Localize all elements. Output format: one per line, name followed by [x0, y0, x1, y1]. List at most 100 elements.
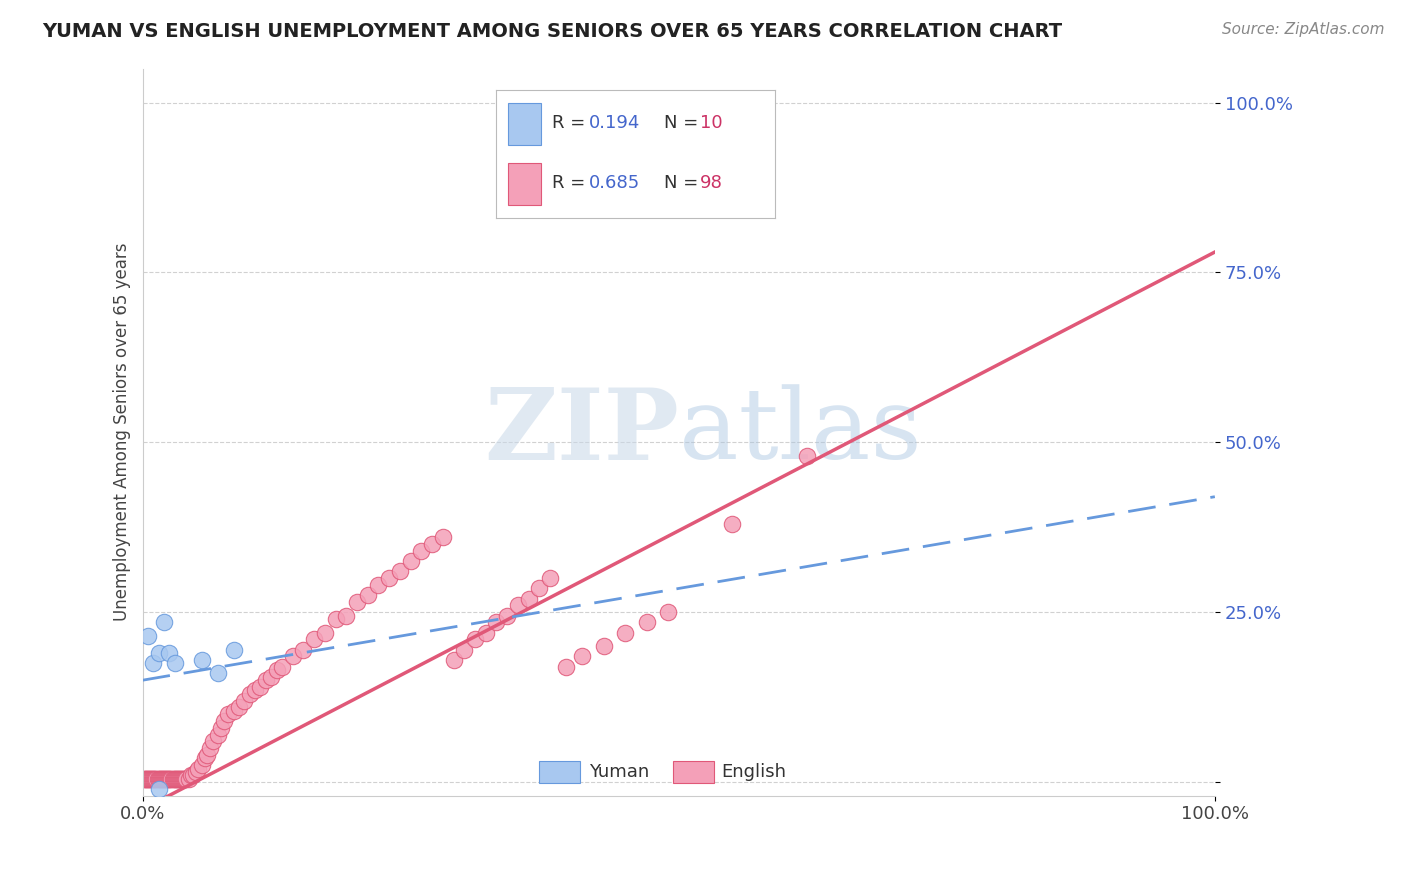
Point: [194, 751, 217, 765]
Point: [198, 741, 221, 756]
Point: [335, 608, 357, 623]
Point: [721, 516, 744, 531]
Point: [162, 772, 184, 786]
Point: [148, 781, 170, 796]
Point: [134, 772, 156, 786]
Point: [186, 764, 208, 779]
Point: [132, 772, 155, 786]
Point: [281, 649, 304, 664]
Point: [145, 772, 167, 786]
Point: [636, 615, 658, 630]
Point: [388, 565, 411, 579]
Point: [159, 772, 181, 786]
Point: [148, 772, 170, 786]
Point: [135, 772, 157, 786]
Point: [399, 554, 422, 568]
Point: [163, 657, 186, 671]
Point: [271, 659, 294, 673]
Point: [464, 632, 486, 647]
Point: [357, 588, 380, 602]
Y-axis label: Unemployment Among Seniors over 65 years: Unemployment Among Seniors over 65 years: [114, 243, 131, 622]
Point: [614, 625, 637, 640]
Point: [314, 625, 336, 640]
Point: [207, 728, 229, 742]
Point: [166, 772, 188, 786]
Point: [207, 666, 229, 681]
Point: [146, 772, 169, 786]
Point: [155, 772, 177, 786]
Point: [181, 768, 204, 782]
Point: [239, 687, 262, 701]
Point: [420, 537, 443, 551]
Point: [657, 605, 679, 619]
Point: [150, 772, 173, 786]
Point: [202, 734, 225, 748]
Point: [555, 659, 578, 673]
Point: [496, 608, 519, 623]
Point: [136, 772, 159, 786]
Point: [592, 639, 614, 653]
Point: [160, 772, 183, 786]
Point: [180, 768, 202, 782]
Point: [143, 772, 166, 786]
Text: YUMAN VS ENGLISH UNEMPLOYMENT AMONG SENIORS OVER 65 YEARS CORRELATION CHART: YUMAN VS ENGLISH UNEMPLOYMENT AMONG SENI…: [42, 22, 1063, 41]
Point: [453, 642, 475, 657]
Point: [157, 646, 180, 660]
Text: Source: ZipAtlas.com: Source: ZipAtlas.com: [1222, 22, 1385, 37]
Point: [153, 772, 176, 786]
Text: English: English: [721, 763, 786, 780]
Point: [222, 642, 245, 657]
Point: [485, 615, 508, 630]
Point: [138, 772, 160, 786]
Point: [378, 571, 401, 585]
Point: [167, 772, 190, 786]
Point: [153, 772, 176, 786]
Point: [346, 595, 368, 609]
Point: [367, 578, 389, 592]
Point: [136, 629, 159, 643]
Point: [243, 683, 266, 698]
Point: [538, 571, 561, 585]
Point: [135, 772, 157, 786]
Point: [187, 762, 209, 776]
Point: [172, 772, 194, 786]
Point: [222, 704, 245, 718]
Point: [169, 772, 191, 786]
Point: [217, 707, 239, 722]
Point: [157, 772, 180, 786]
Point: [195, 747, 218, 762]
Point: [796, 449, 818, 463]
Point: [174, 772, 197, 786]
Point: [411, 544, 433, 558]
Point: [149, 772, 172, 786]
Point: [474, 625, 496, 640]
Point: [157, 772, 180, 786]
Point: [142, 772, 165, 786]
Point: [254, 673, 277, 688]
Point: [172, 772, 194, 786]
Point: [432, 531, 454, 545]
Point: [139, 772, 162, 786]
Point: [142, 657, 165, 671]
Point: [165, 772, 187, 786]
Point: [173, 772, 195, 786]
Point: [228, 700, 250, 714]
Text: atlas: atlas: [679, 384, 921, 480]
Point: [152, 772, 174, 786]
Point: [233, 693, 256, 707]
FancyBboxPatch shape: [673, 761, 714, 782]
Point: [149, 772, 172, 786]
Point: [209, 721, 232, 735]
Point: [141, 772, 163, 786]
Text: Yuman: Yuman: [589, 763, 650, 780]
Point: [325, 612, 347, 626]
Point: [139, 772, 162, 786]
Point: [529, 582, 551, 596]
Point: [190, 758, 212, 772]
Point: [163, 772, 186, 786]
Point: [156, 772, 179, 786]
Point: [162, 772, 184, 786]
Point: [170, 772, 193, 786]
Point: [266, 663, 288, 677]
Point: [292, 642, 315, 657]
